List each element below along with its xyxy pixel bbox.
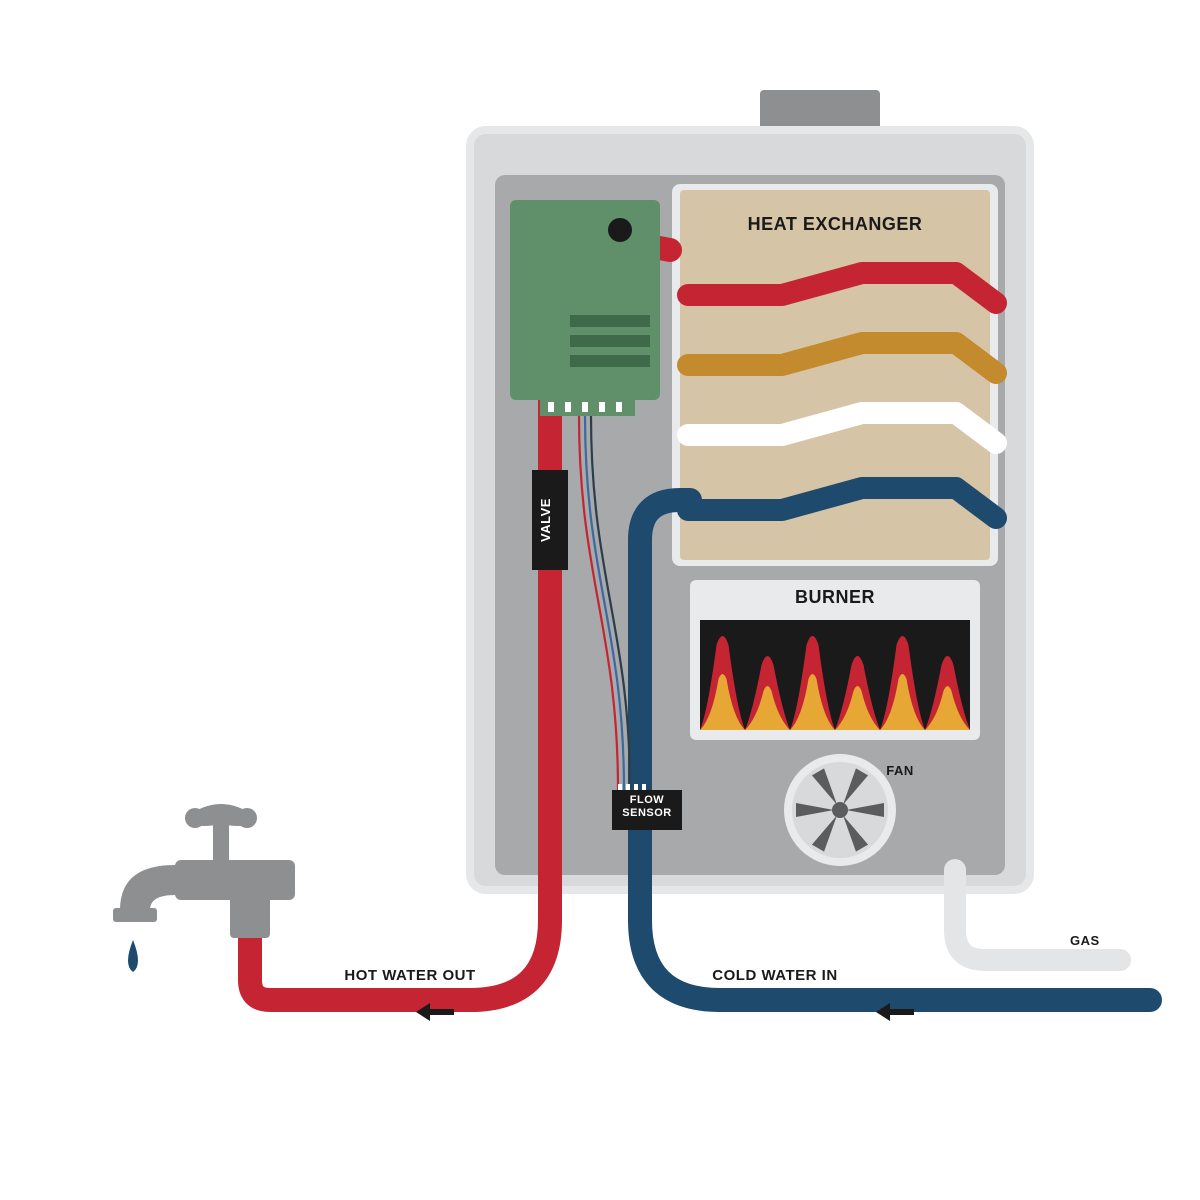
faucet-icon [113, 804, 295, 938]
sensor-pin-0 [618, 784, 622, 790]
flow-sensor-label-0: FLOW [630, 794, 664, 806]
hot-water-out-label: HOT WATER OUT [344, 967, 475, 984]
control-knob-icon [608, 218, 632, 242]
sensor-pin-2 [634, 784, 638, 790]
burner-firebox [700, 620, 970, 730]
fan-label: FAN [886, 763, 914, 778]
cold-water-in-label: COLD WATER IN [712, 967, 837, 984]
control-pin-2 [582, 402, 588, 412]
control-pin-0 [548, 402, 554, 412]
valve-label: VALVE [538, 498, 553, 542]
sensor-pin-1 [626, 784, 630, 790]
water-drop-icon [128, 940, 138, 972]
flow-sensor-label-1: SENSOR [622, 807, 671, 819]
control-vent-0 [570, 315, 650, 327]
control-pin-3 [599, 402, 605, 412]
control-board [510, 200, 660, 400]
gas-label: GAS [1070, 933, 1100, 948]
burner-label: BURNER [795, 587, 875, 607]
control-pin-1 [565, 402, 571, 412]
sensor-pin-3 [642, 784, 646, 790]
control-vent-1 [570, 335, 650, 347]
control-vent-2 [570, 355, 650, 367]
control-pin-4 [616, 402, 622, 412]
heat-exchanger-label: HEAT EXCHANGER [748, 214, 923, 234]
